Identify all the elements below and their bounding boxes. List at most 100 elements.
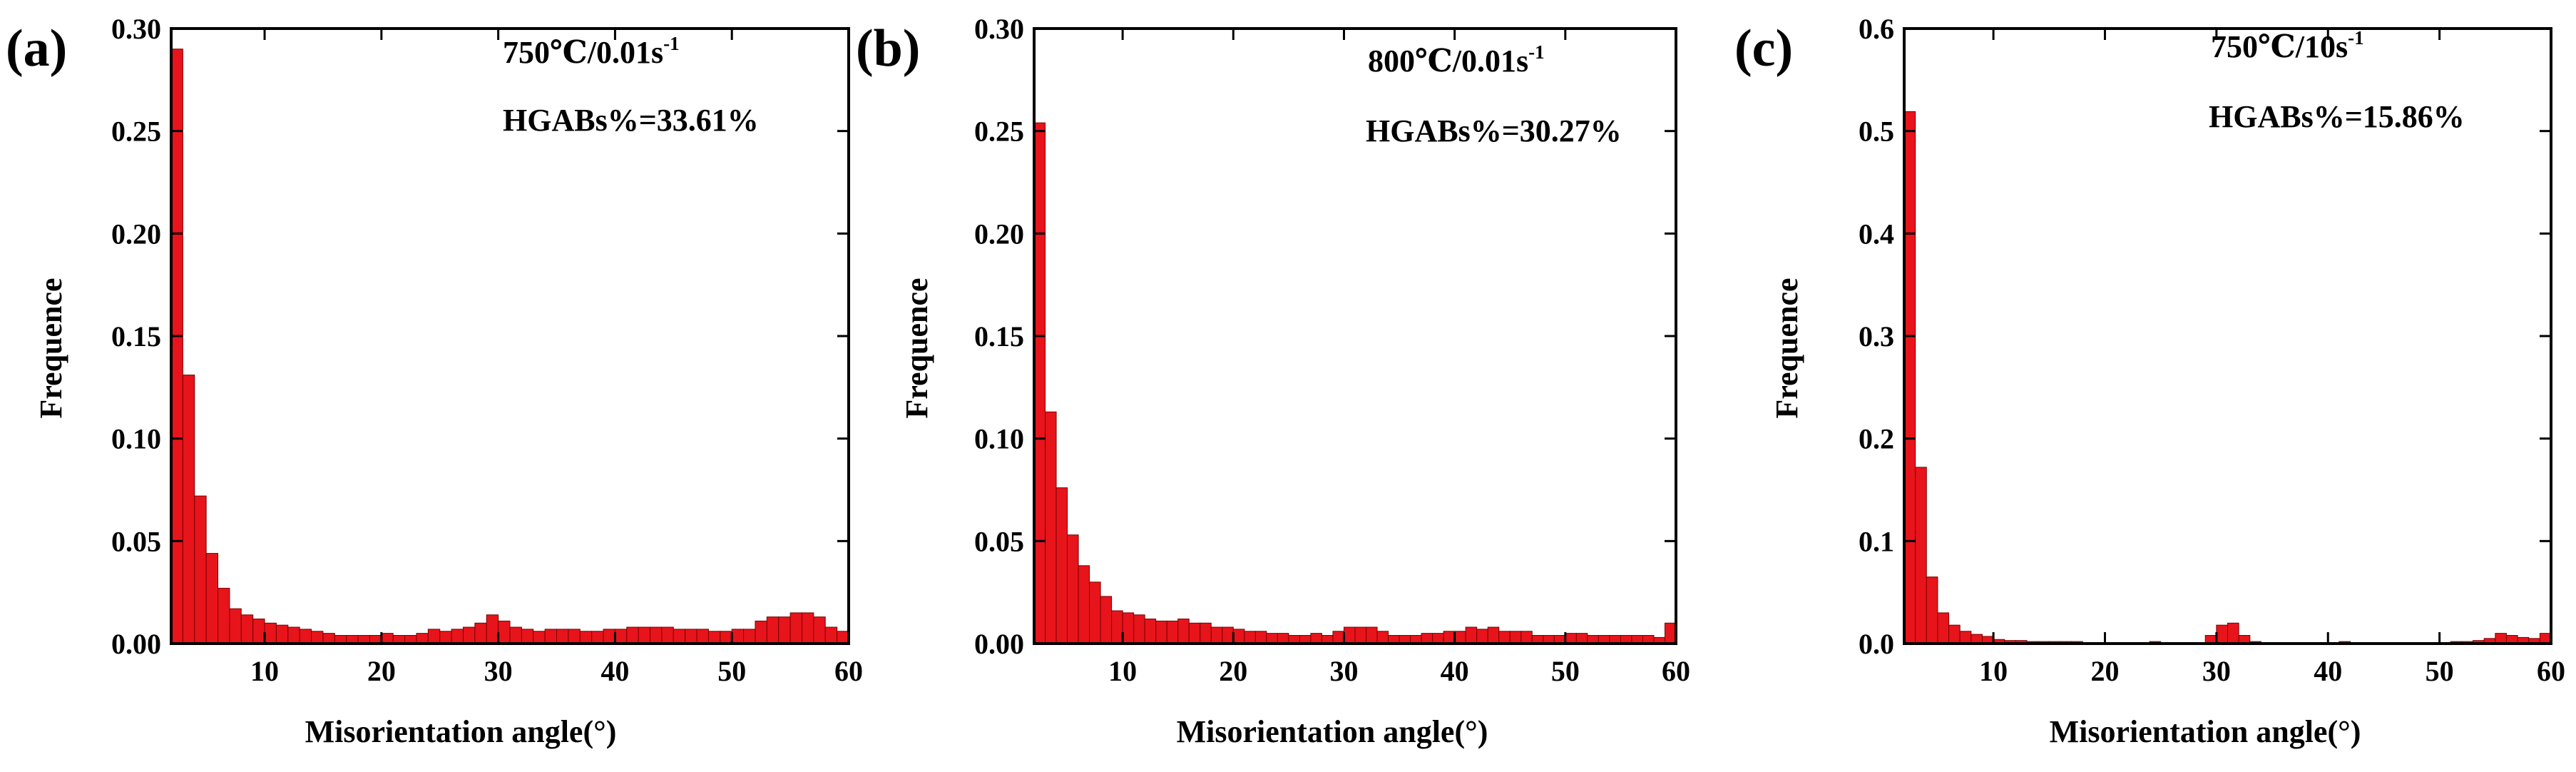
panel-c: (c) 0.0 0.1 0.2 0.3 0.4 0.5 0.6 10 20 30 40 50 60 Fr…: [1734, 13, 2565, 749]
chart-c-xtick-label: 50: [2426, 655, 2454, 687]
chart-b-bar: [1520, 631, 1533, 644]
chart-b-bar: [1498, 631, 1511, 644]
chart-a-bar: [322, 633, 335, 644]
chart-c-bar: [1915, 467, 1927, 644]
chart-b-bar: [1465, 626, 1478, 644]
chart-a-bar: [801, 612, 814, 644]
chart-c-bar: [1903, 111, 1916, 644]
chart-a-xtick-label: 50: [717, 655, 746, 687]
chart-b-bar: [1089, 581, 1101, 644]
chart-a-bar: [229, 608, 242, 644]
chart-c-ytick-label: 0.0: [1859, 628, 1894, 660]
chart-a-bar: [182, 375, 195, 644]
chart-a-bar: [650, 626, 663, 644]
chart-c-ytick-label: 0.5: [1859, 116, 1894, 148]
chart-a-bar: [813, 616, 826, 644]
chart-b-bar: [1067, 534, 1079, 644]
chart-b-bar: [1155, 620, 1167, 644]
chart-b-bar: [1111, 610, 1123, 644]
chart-a-bar: [720, 631, 732, 644]
chart-a-ytick-label: 0.30: [111, 13, 161, 45]
panel-a: (a) 0.00 0.05 0.10 0.15 0.20 0.25 0.30 10 20 30 40…: [6, 13, 863, 749]
chart-a-bar: [789, 612, 802, 644]
chart-b-condition: 800℃/0.01s-1: [1368, 41, 1545, 78]
chart-c-xlabel: Misorientation angle(°): [2050, 714, 2361, 749]
chart-c-bar: [2495, 633, 2507, 644]
chart-c-bar: [1926, 577, 1938, 644]
chart-b-bar: [1354, 626, 1367, 644]
chart-a-xtick-label: 30: [484, 655, 513, 687]
chart-a-bar: [299, 629, 312, 644]
chart-b-rate: /0.01s: [1452, 44, 1528, 78]
chart-a-bar: [556, 629, 569, 644]
chart-a-bar: [579, 631, 593, 644]
chart-a-bar: [824, 626, 838, 644]
chart-a-ytick-label: 0.00: [111, 628, 161, 660]
chart-a-bar: [731, 629, 745, 644]
chart-a-bar: [707, 631, 721, 644]
chart-b-bar: [1166, 620, 1179, 644]
chart-c-temp: 750℃: [2211, 29, 2296, 64]
chart-a-bar: [755, 620, 767, 644]
chart-b-bar: [1443, 631, 1456, 644]
chart-a-bar: [264, 622, 277, 644]
chart-a-ytick-label: 0.15: [111, 320, 161, 352]
chart-b-bar: [1664, 622, 1677, 644]
chart-b-bar: [1454, 631, 1466, 644]
chart-c-condition: 750℃/10s-1: [2211, 27, 2364, 64]
chart-a-bar: [205, 553, 219, 644]
chart-c-bar: [1948, 624, 1961, 644]
chart-b-bar: [1332, 631, 1344, 644]
chart-a-xtick-label: 10: [250, 655, 279, 687]
chart-b-ylabel: Frequence: [899, 278, 934, 418]
chart-a-xtick-label: 60: [834, 655, 863, 687]
chart-c-ytick-label: 0.4: [1859, 218, 1894, 250]
chart-c-rate-exponent: -1: [2348, 27, 2364, 49]
chart-b-bar: [1310, 633, 1322, 644]
chart-a-bar: [486, 614, 499, 644]
chart-b-bar: [1575, 633, 1588, 644]
chart-b-bar: [1033, 122, 1046, 644]
chart-a-ytick-label: 0.20: [111, 218, 161, 250]
chart-a-temp: 750℃: [503, 35, 588, 70]
chart-a-hgab-annotation: HGABs%=33.61%: [503, 103, 759, 138]
chart-b-bar: [1254, 631, 1267, 644]
chart-b-bar: [1100, 596, 1113, 644]
chart-b-bar: [1432, 633, 1444, 644]
chart-a-bar: [685, 629, 697, 644]
chart-b-bar: [1045, 411, 1057, 644]
chart-b-bar: [1244, 631, 1256, 644]
chart-a-bar: [568, 629, 581, 644]
chart-b-xlabel: Misorientation angle(°): [1177, 714, 1488, 749]
chart-a-bar: [474, 622, 487, 644]
panel-letter-a: (a): [6, 19, 67, 78]
chart-a-ytick-label: 0.10: [111, 423, 161, 455]
chart-a-bar: [591, 631, 604, 644]
chart-a-bar: [544, 629, 558, 644]
chart-a-bar: [743, 629, 756, 644]
chart-a-bar: [311, 631, 324, 644]
chart-b-rate-exponent: -1: [1528, 41, 1545, 63]
chart-c-hgab-annotation: HGABs%=15.86%: [2209, 99, 2465, 134]
chart-b-bar: [1144, 619, 1157, 644]
chart-c-ytick-label: 0.2: [1859, 423, 1894, 455]
chart-b-hgab-annotation: HGABs%=30.27%: [1366, 113, 1622, 148]
chart-a-bar: [287, 626, 300, 644]
chart-a-rate: /0.01s: [587, 35, 663, 70]
chart-b-ytick-label: 0.15: [974, 320, 1024, 352]
chart-a-ytick-label: 0.25: [111, 116, 161, 148]
panel-b: (b) 0.00 0.05 0.10 0.15 0.20 0.25 0.30 10 20 30 40…: [856, 13, 1690, 749]
chart-b-bar: [1266, 633, 1278, 644]
chart-b-bar: [1200, 622, 1212, 644]
chart-a-bar: [170, 49, 183, 644]
chart-a-bar: [533, 631, 546, 644]
chart-a-bar: [252, 619, 265, 644]
chart-a-ytick-label: 0.05: [111, 525, 161, 557]
chart-b-bar: [1277, 633, 1289, 644]
chart-c-xtick-label: 60: [2537, 655, 2565, 687]
chart-a-bar: [451, 629, 464, 644]
chart-a-bar: [837, 631, 849, 644]
chart-a-bar: [626, 626, 639, 644]
chart-a-bar: [439, 631, 452, 644]
